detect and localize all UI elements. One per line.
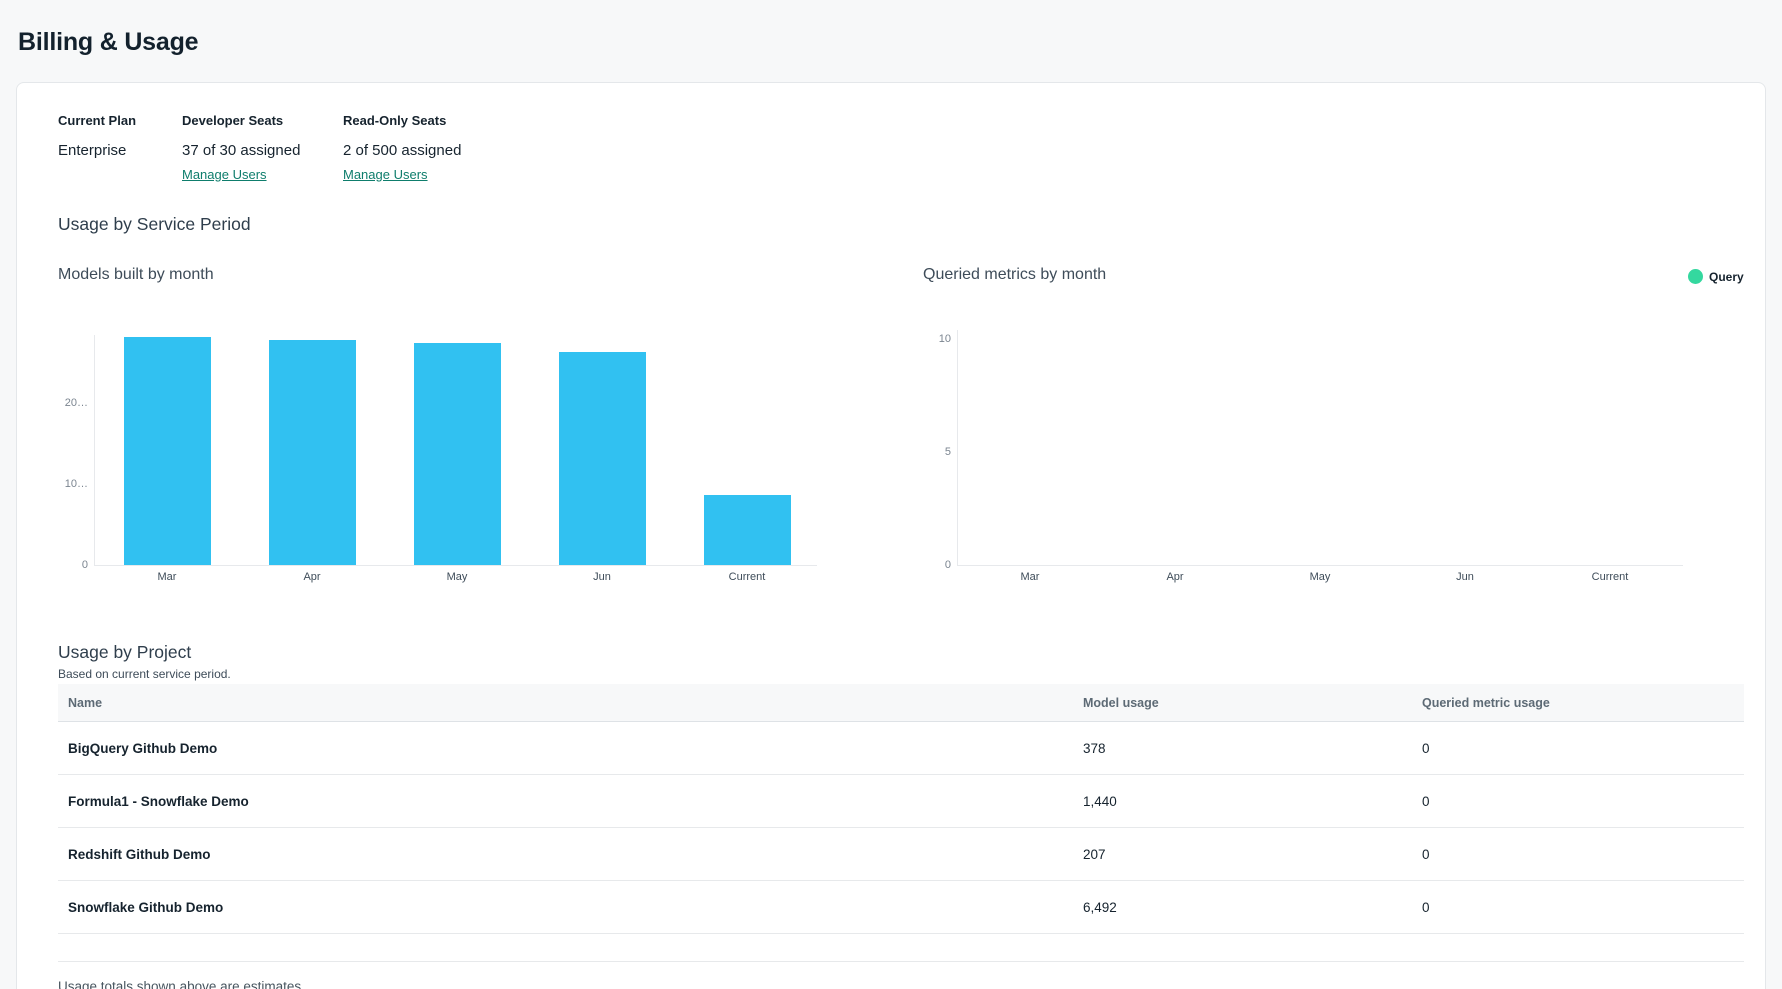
project-heading: Usage by Project (58, 642, 192, 662)
queried-metrics-chart: 0 5 10 Mar Apr May Jun Current (939, 330, 1683, 583)
readonly-seats-value: 2 of 500 assigned (343, 142, 462, 159)
project-name-cell: BigQuery Github Demo (58, 721, 1083, 775)
table-header-row: Name Model usage Queried metric usage (58, 684, 1744, 722)
developer-seats-column: Developer Seats 37 of 30 assigned Manage… (182, 113, 300, 184)
project-name-cell: Redshift Github Demo (58, 827, 1083, 881)
y-axis-tick-label: 0 (944, 559, 951, 571)
current-plan-column: Current Plan Enterprise (58, 113, 136, 161)
query-legend: Query (1688, 269, 1744, 284)
query-legend-label: Query (1709, 269, 1744, 284)
y-axis-tick-label: 10 (938, 333, 951, 346)
project-subheading: Based on current service period. (58, 667, 231, 681)
usage-value-cell: 0 (1422, 721, 1744, 775)
table-bottom-border (58, 937, 1744, 962)
usage-value-cell: 1,440 (1083, 774, 1422, 828)
models-chart-title: Models built by month (58, 266, 214, 283)
x-axis-label: Current (728, 571, 766, 583)
service-period-heading: Usage by Service Period (58, 214, 251, 234)
x-axis-label: Current (1591, 571, 1629, 583)
billing-card: Current Plan Enterprise Developer Seats … (16, 82, 1766, 989)
usage-by-project-table: Name Model usage Queried metric usage BigQ… (58, 684, 1744, 934)
x-axis-label: May (1309, 571, 1331, 583)
models-built-chart: 0 10… 20… Mar Apr May Jun Current (65, 335, 817, 583)
usage-value-cell: 0 (1422, 827, 1744, 881)
current-plan-value: Enterprise (58, 142, 127, 159)
usage-value-cell: 378 (1083, 721, 1422, 775)
x-axis-label: May (446, 571, 468, 583)
table-row: Formula1 - Snowflake Demo 1,440 0 (58, 774, 1744, 828)
column-header: Model usage (1083, 684, 1422, 722)
x-axis-label: Jun (1456, 571, 1474, 583)
readonly-seats-column: Read-Only Seats 2 of 500 assigned Manage… (343, 113, 461, 184)
x-axis-label: Mar (1020, 571, 1040, 583)
usage-value-cell: 6,492 (1083, 880, 1422, 934)
table-row: Redshift Github Demo 207 0 (58, 827, 1744, 881)
usage-estimate-note: Usage totals shown above are estimates (58, 979, 302, 989)
developer-seats-value: 37 of 30 assigned (182, 142, 301, 159)
usage-value-cell: 0 (1422, 880, 1744, 934)
readonly-seats-label: Read-Only Seats (343, 113, 447, 128)
query-legend-dot-icon (1688, 269, 1703, 284)
page-title: Billing & Usage (18, 28, 199, 56)
developer-seats-label: Developer Seats (182, 113, 284, 128)
bar-current[interactable] (703, 495, 791, 565)
manage-users-link-readonly[interactable]: Manage Users (343, 167, 428, 182)
usage-value-cell: 0 (1422, 774, 1744, 828)
column-header: Name (58, 684, 1083, 722)
metrics-chart-title: Queried metrics by month (923, 266, 1107, 283)
project-name-cell: Formula1 - Snowflake Demo (58, 774, 1083, 828)
column-header: Queried metric usage (1422, 684, 1744, 722)
x-axis-label: Jun (593, 571, 611, 583)
bar-mar[interactable] (123, 337, 211, 565)
x-axis-label: Apr (303, 571, 321, 583)
y-axis-tick-label: 10… (64, 478, 88, 490)
x-axis-label: Apr (1166, 571, 1184, 583)
table-row: Snowflake Github Demo 6,492 0 (58, 880, 1744, 934)
current-plan-label: Current Plan (58, 113, 137, 128)
bar-may[interactable] (413, 343, 501, 565)
y-axis-tick-label: 20… (64, 397, 88, 410)
y-axis-tick-label: 0 (81, 559, 88, 571)
y-axis-tick-label: 5 (944, 446, 951, 459)
table-row: BigQuery Github Demo 378 0 (58, 721, 1744, 775)
x-axis-label: Mar (157, 571, 177, 583)
bar-apr[interactable] (268, 340, 356, 565)
project-name-cell: Snowflake Github Demo (58, 880, 1083, 934)
usage-value-cell: 207 (1083, 827, 1422, 881)
bar-jun[interactable] (558, 352, 646, 565)
manage-users-link-developer[interactable]: Manage Users (182, 167, 267, 182)
